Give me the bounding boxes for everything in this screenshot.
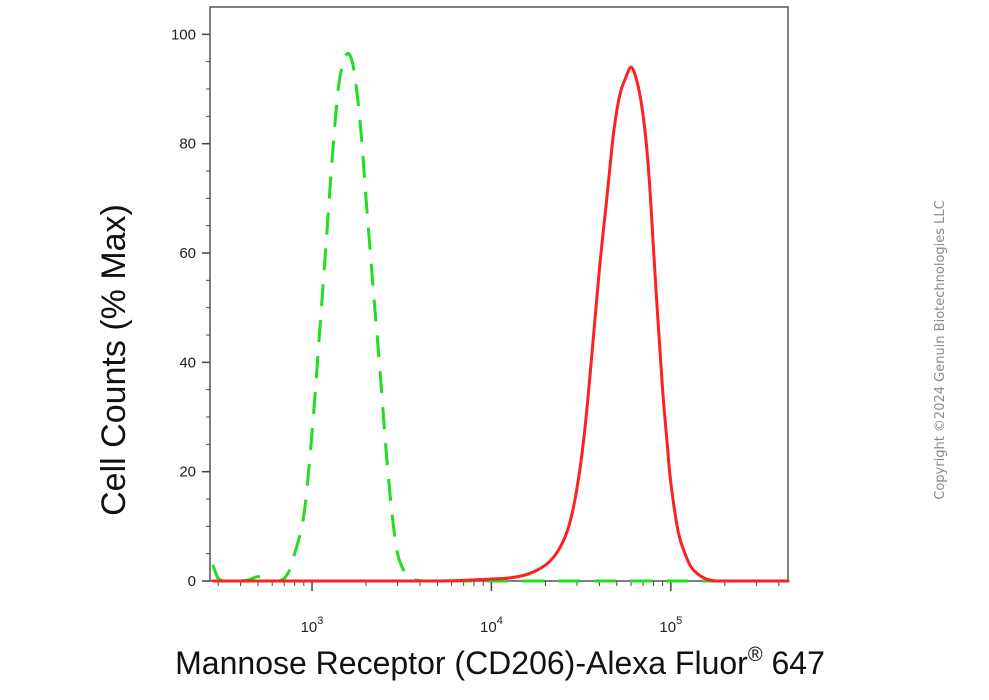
y-tick-label: 80 <box>179 136 196 153</box>
y-tick-label: 40 <box>179 354 196 371</box>
stained-histogram-line <box>211 65 790 583</box>
y-axis: 0 20 40 60 80 100 <box>171 26 210 590</box>
x-axis-label-main: Mannose Receptor (CD206)-Alexa Fluor <box>175 645 748 681</box>
y-tick-label: 60 <box>179 245 196 262</box>
x-axis-label-registered-mark: ® <box>748 644 763 666</box>
y-tick-label: 100 <box>171 26 196 43</box>
x-axis: 103 104 105 <box>217 581 780 636</box>
copyright-notice: Copyright ©2024 Genuin Biotechnologies L… <box>933 200 948 499</box>
series-layer <box>211 51 790 583</box>
x-tick-label: 104 <box>480 615 503 636</box>
x-axis-label-suffix: 647 <box>763 645 825 681</box>
x-tick-label: 103 <box>301 615 324 636</box>
y-tick-label: 0 <box>188 573 196 590</box>
y-axis-label: Cell Counts (% Max) <box>95 204 133 516</box>
x-axis-label: Mannose Receptor (CD206)-Alexa Fluor® 64… <box>175 644 825 681</box>
x-tick-label: 105 <box>659 615 682 636</box>
y-tick-label: 20 <box>179 464 196 481</box>
